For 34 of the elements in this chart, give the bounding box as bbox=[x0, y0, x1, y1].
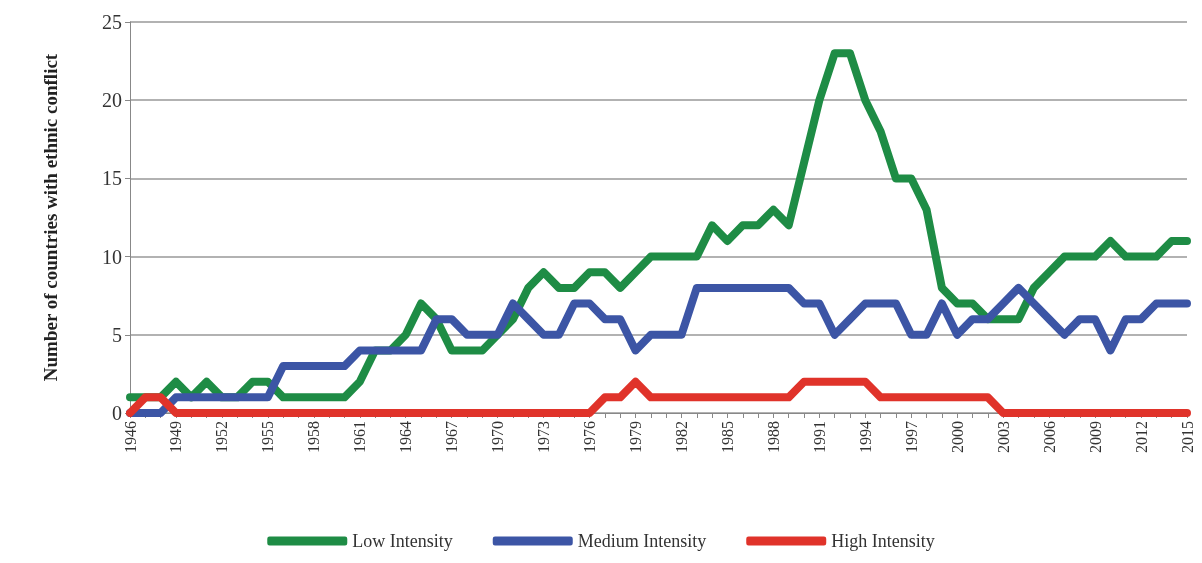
y-tick-label: 25 bbox=[102, 11, 122, 33]
x-tick-label: 1994 bbox=[856, 421, 874, 453]
y-tick-label: 10 bbox=[102, 245, 122, 268]
x-tick-label: 2000 bbox=[948, 421, 966, 453]
x-tick-label: 1952 bbox=[213, 421, 231, 453]
x-tick-label: 1949 bbox=[167, 421, 185, 453]
x-tick-label: 1955 bbox=[259, 421, 277, 453]
x-tick-label: 1958 bbox=[305, 421, 323, 453]
x-tick-label: 1979 bbox=[627, 421, 645, 453]
x-tick-label: 1976 bbox=[581, 421, 599, 453]
x-tick-label: 2012 bbox=[1132, 421, 1150, 453]
legend-label: Low Intensity bbox=[352, 531, 453, 551]
legend-label: Medium Intensity bbox=[577, 531, 707, 551]
x-tick-label: 1988 bbox=[764, 421, 782, 453]
x-tick-label: 1973 bbox=[535, 421, 553, 453]
y-tick-label: 15 bbox=[102, 167, 122, 190]
x-tick-label: 1997 bbox=[902, 421, 920, 453]
x-tick-label: 1982 bbox=[672, 421, 690, 453]
x-tick-label: 2009 bbox=[1086, 421, 1104, 453]
x-tick-label: 1964 bbox=[397, 421, 415, 453]
y-axis-title: Number of countries with ethnic conflict bbox=[40, 53, 61, 382]
x-tick-label: 1970 bbox=[489, 421, 507, 453]
x-tick-label: 1967 bbox=[443, 421, 461, 453]
x-tick-label: 1991 bbox=[810, 421, 828, 453]
x-tick-label: 2003 bbox=[994, 421, 1012, 453]
x-tick-label: 2015 bbox=[1178, 421, 1196, 453]
y-tick-label: 0 bbox=[112, 402, 122, 424]
x-tick-label: 1985 bbox=[718, 421, 736, 453]
y-tick-label: 5 bbox=[112, 323, 122, 346]
x-tick-label: 2006 bbox=[1040, 421, 1058, 453]
x-tick-label: 1961 bbox=[351, 421, 369, 453]
y-tick-label: 20 bbox=[102, 89, 122, 112]
legend-label: High Intensity bbox=[831, 531, 935, 551]
x-tick-label: 1946 bbox=[121, 421, 139, 453]
